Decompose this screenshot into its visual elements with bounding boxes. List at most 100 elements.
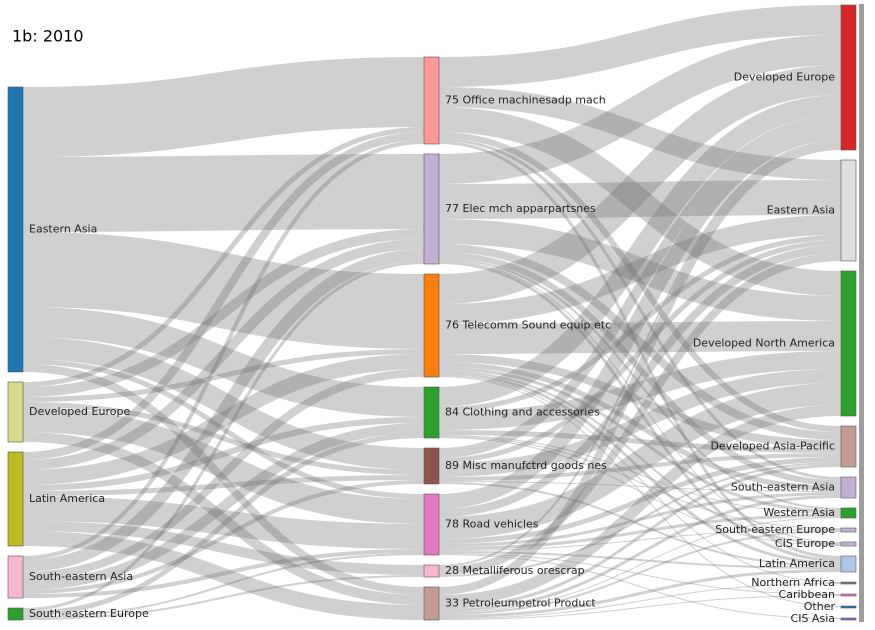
node [423, 56, 440, 145]
flow-link [438, 530, 842, 615]
node-label: 77 Elec mch apparpartsnes [445, 202, 596, 215]
flow-link [438, 261, 842, 562]
flow-link [22, 531, 425, 620]
chart-title: 1b: 2010 [12, 27, 84, 46]
flow-link [438, 405, 842, 606]
flow-link [438, 551, 842, 569]
node-label: South-eastern Europe [715, 523, 835, 536]
node-label: 89 Misc manufctrd goods nes [445, 459, 607, 472]
flow-link [438, 180, 842, 219]
flow-link [438, 253, 842, 575]
flow-link [438, 362, 842, 491]
node [840, 270, 857, 417]
flow-link [438, 482, 842, 567]
flow-link [22, 57, 425, 157]
node-label: CIS Asia [791, 612, 835, 625]
flow-link [438, 142, 842, 595]
flow-link [438, 95, 842, 407]
node-label: South-eastern Europe [29, 607, 149, 620]
flow-link [22, 433, 425, 616]
flow-link [438, 375, 842, 583]
node-label: South-eastern Asia [29, 570, 133, 583]
flow-link [22, 349, 425, 402]
node [423, 586, 440, 621]
flow-link [438, 141, 842, 559]
flow-link [438, 35, 842, 184]
flow-link [438, 462, 842, 577]
flow-link [22, 553, 425, 618]
node-label: 33 Petroleumpetrol Product [445, 597, 596, 610]
flow-link [438, 495, 842, 612]
node-label: Developed Europe [734, 71, 835, 84]
flow-link [438, 430, 842, 453]
node [840, 4, 857, 151]
flow-link [438, 245, 842, 517]
node [840, 476, 857, 499]
node [840, 617, 857, 621]
node-label: Developed Asia-Pacific [710, 440, 835, 453]
node-label: Developed Europe [29, 405, 130, 418]
flow-link [438, 87, 842, 180]
flow-link [22, 132, 425, 460]
flow-link [22, 359, 425, 499]
node-label: 84 Clothing and accessories [445, 406, 600, 419]
flow-link [22, 249, 425, 572]
flow-link [22, 549, 425, 598]
node [840, 593, 857, 597]
node [7, 381, 24, 443]
node-label: Eastern Asia [29, 223, 97, 236]
node [423, 493, 440, 556]
node [423, 386, 440, 439]
flow-link [22, 239, 425, 470]
flow-link [438, 481, 842, 492]
flow-link [438, 219, 842, 321]
flow-link [438, 437, 842, 546]
flow-link [22, 423, 425, 590]
node-label: 75 Office machinesadp mach [445, 94, 606, 107]
node [423, 564, 440, 578]
scroll-bar [859, 4, 864, 622]
flow-link [438, 436, 842, 529]
flow-link [22, 354, 425, 485]
flow-link [22, 307, 425, 417]
flow-link [438, 583, 842, 619]
flow-link [438, 258, 842, 510]
flow-link [438, 517, 842, 613]
node-label: South-eastern Asia [731, 481, 835, 494]
flow-link [22, 229, 425, 397]
flow-link [22, 496, 425, 549]
node [840, 527, 857, 533]
node-label: Latin America [759, 557, 835, 570]
flow-link [22, 480, 425, 594]
node-label: Developed North America [693, 337, 835, 350]
flow-link [22, 127, 425, 387]
flow-link [438, 138, 842, 480]
node [423, 447, 440, 485]
flow-link [438, 383, 842, 539]
flow-link [438, 569, 842, 618]
node [423, 273, 440, 378]
node [7, 555, 24, 599]
flow-link [22, 364, 425, 595]
node [423, 153, 440, 265]
flow-link [438, 321, 842, 354]
flow-link [22, 337, 425, 470]
flow-link [438, 492, 842, 547]
nodes: Eastern Asia Developed Europe Latin Americ… [7, 4, 857, 625]
flow-link [22, 432, 425, 605]
flow-link [438, 554, 842, 619]
node-label: Western Asia [763, 506, 835, 519]
flow-link [438, 435, 842, 514]
flow-link [438, 453, 842, 481]
flow-link [438, 553, 842, 595]
node-label: Other [804, 600, 836, 613]
flow-link [438, 140, 842, 567]
flow-link [438, 514, 842, 550]
flow-link [438, 351, 842, 430]
flow-link [438, 370, 842, 545]
flow-link [22, 521, 425, 575]
flow-link [438, 244, 842, 440]
flow-link [22, 232, 425, 349]
